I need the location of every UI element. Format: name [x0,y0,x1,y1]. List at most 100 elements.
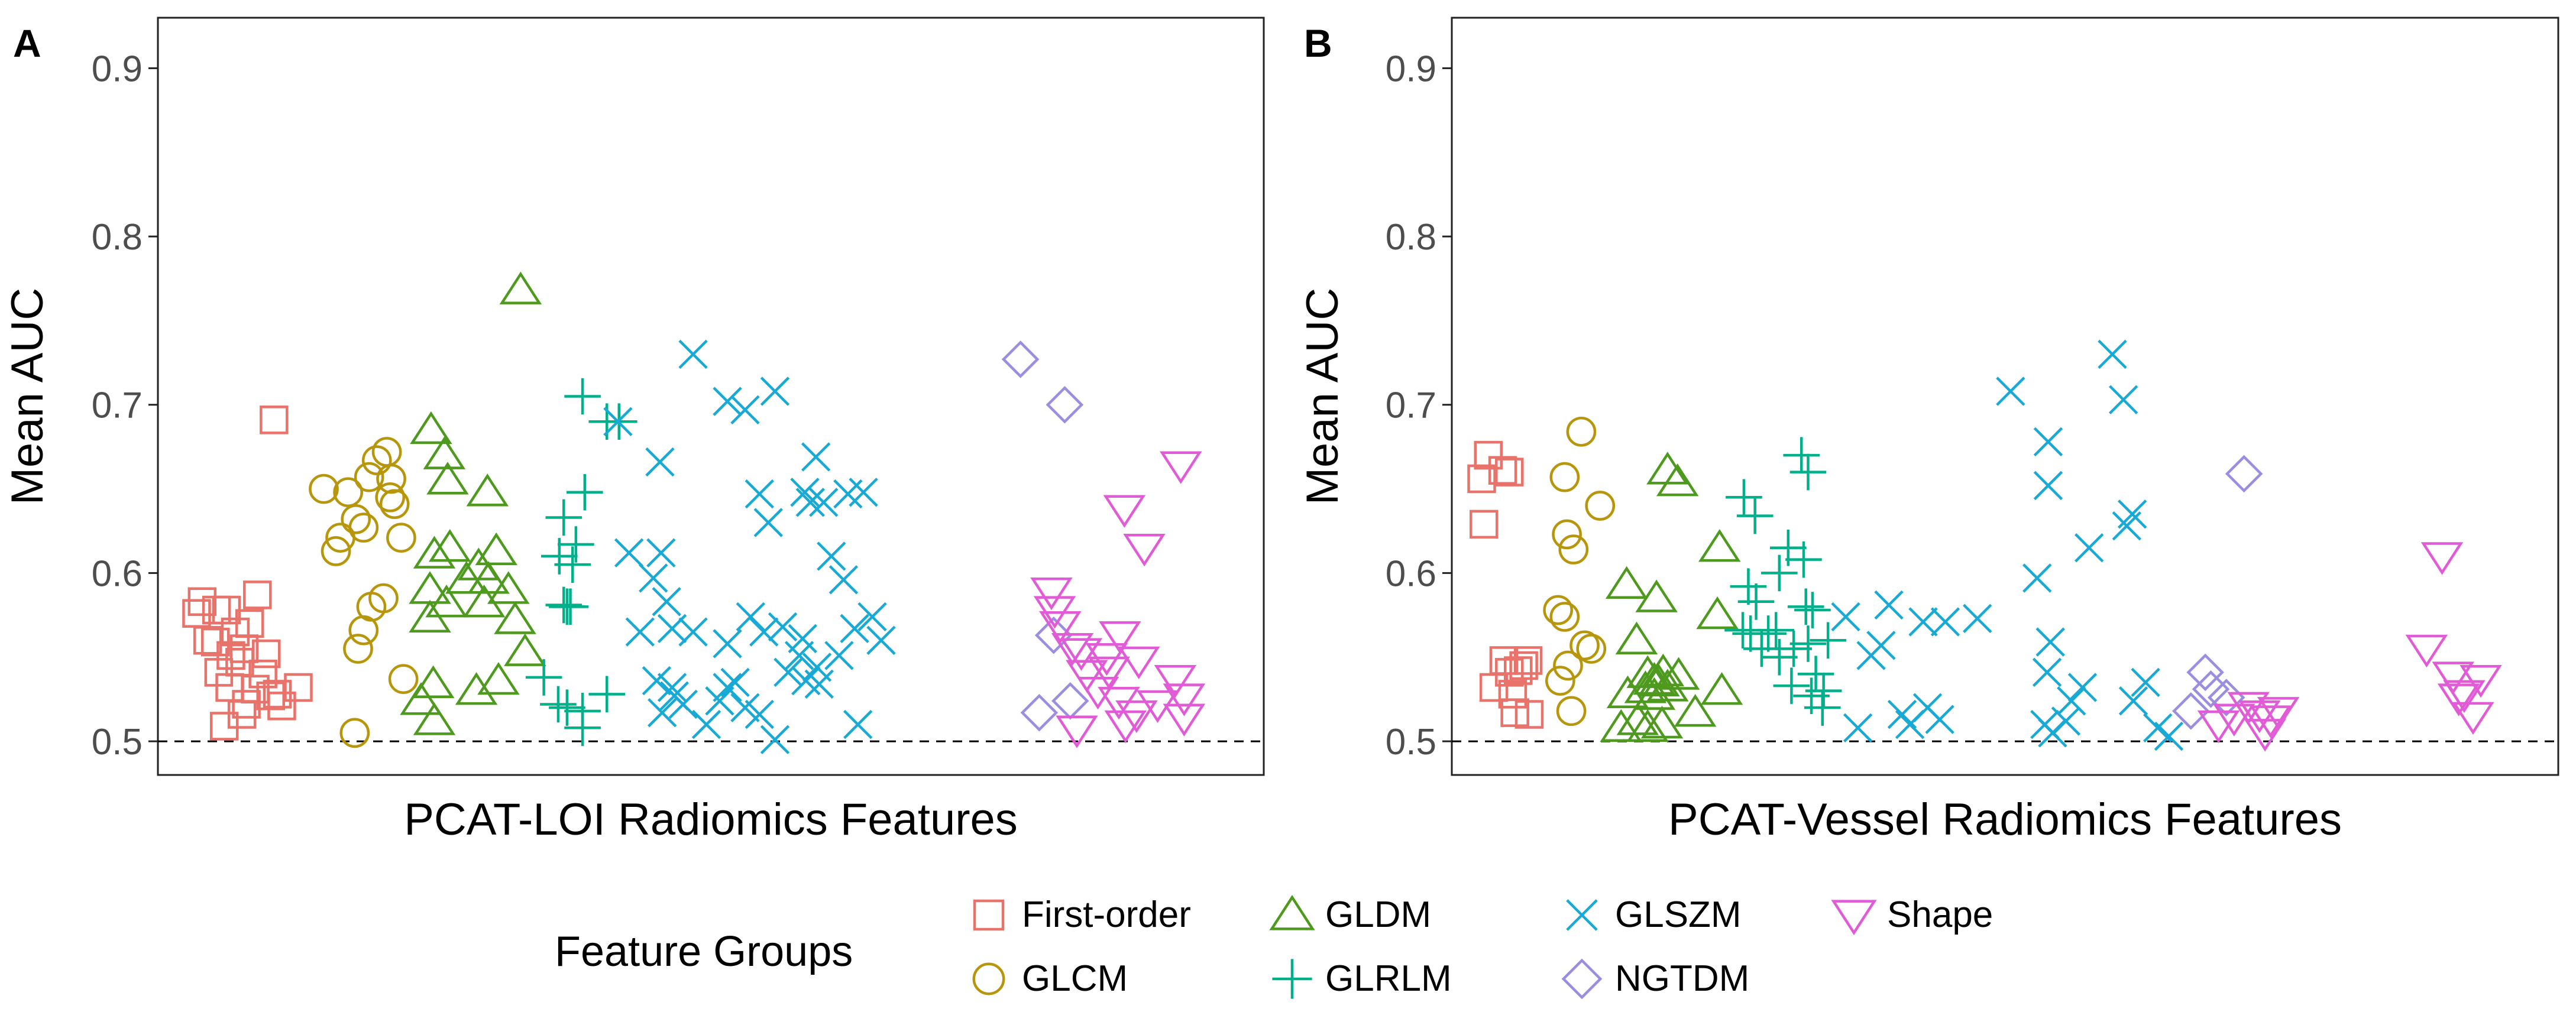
point-glcm [1549,602,1580,632]
legend-item-shape: Shape [1831,894,1993,936]
point-glszm [745,699,774,729]
point-shape [1159,451,1202,484]
point-glszm [2033,427,2063,457]
legend-label-glrlm: GLRLM [1325,958,1452,999]
point-gldm [412,665,455,698]
point-gldm [1616,702,1659,735]
point-glszm [652,587,681,617]
point-gldm [494,601,536,634]
point-glrlm [1726,479,1762,516]
point-glszm [2098,339,2127,369]
y-tick-label-b: 0.9 [1386,48,1436,89]
point-first [193,626,222,655]
point-glszm [788,624,817,654]
point-gldm [1605,566,1648,599]
point-ngtdm [2172,692,2210,730]
point-gldm [428,529,471,562]
legend-label-glszm: GLSZM [1615,894,1742,935]
point-glszm [760,725,790,754]
point-glszm [642,666,672,696]
legend-key-glrlm [1272,959,1312,999]
point-glszm [824,641,854,670]
point-gldm [477,661,520,695]
y-tick-label-b: 0.5 [1386,722,1436,763]
point-glszm [603,407,633,436]
point-glszm [1856,641,1886,670]
point-gldm [1674,694,1717,727]
series-gldm-b [1600,452,1743,742]
point-glrlm [1724,612,1761,648]
point-glszm [648,698,677,728]
point-glrlm [1787,588,1824,625]
point-first [252,639,281,669]
point-glrlm [545,586,582,624]
point-gldm [1626,709,1669,742]
point-glrlm [567,473,603,511]
series-shape-b [2197,542,2502,752]
point-shape [1115,700,1158,734]
point-glszm [857,602,887,632]
point-glrlm [545,499,582,536]
point-shape [1099,621,1141,654]
series-glrlm-b [1724,437,1846,726]
point-glrlm [554,546,591,583]
point-shape [2443,680,2486,713]
point-ngtdm [1001,340,1040,378]
point-first [187,587,217,617]
point-glrlm [549,588,585,625]
point-glcm [1556,696,1587,726]
point-glcm [354,462,384,492]
point-glszm [2154,721,2184,751]
point-glszm [730,395,760,424]
point-glszm [1908,607,1938,637]
point-first [1509,651,1538,680]
point-glcm [368,583,399,614]
point-shape [1103,495,1146,528]
point-shape [2420,542,2464,575]
point-glszm [720,667,750,698]
point-glszm [2032,657,2062,687]
point-gldm [466,473,509,507]
point-glcm [1552,519,1582,550]
legend-item-gldm: GLDM [1269,894,1431,935]
panel-label-a: A [13,21,41,65]
point-shape [2238,700,2281,734]
point-glcm [376,463,406,494]
point-shape [1123,534,1166,567]
point-glcm [309,473,339,504]
point-first [1488,456,1517,485]
y-axis-label-b: Mean AUC [1297,288,1348,505]
point-glszm [625,617,655,647]
point-shape [1076,676,1119,710]
point-shape [2437,683,2480,716]
point-ngtdm [2225,455,2263,493]
point-glrlm [1758,612,1795,648]
point-glszm [745,479,774,509]
point-glszm [2057,686,2086,716]
point-glszm [1930,607,1960,637]
point-glcm [361,445,392,476]
point-first [1513,646,1543,675]
point-glcm [348,513,379,543]
point-glszm [1843,713,1873,742]
point-glszm [659,681,689,711]
series-ngtdm-b [2172,455,2263,730]
y-tick-label-a: 0.9 [92,48,143,89]
panel-b: B 0.5 0.6 0.7 0.8 0.9 PCAT-Vessel Radiomics F… [1297,17,2559,845]
legend: Feature Groups First-order GLCM GLDM GLRLM G… [555,894,1993,1000]
point-glszm [713,387,742,416]
point-gldm [475,532,517,566]
x-axis-label-b: PCAT-Vessel Radiomics Features [1668,794,2342,845]
legend-label-first: First-order [1022,894,1191,935]
point-shape [1060,638,1103,671]
point-glrlm [1789,625,1827,662]
point-shape [2244,719,2286,752]
point-gldm [1606,675,1649,709]
point-glszm [713,673,742,702]
point-glcm [348,615,379,646]
point-glszm [657,673,687,702]
point-glszm [795,488,825,517]
point-glszm [840,614,869,644]
point-first [1474,440,1503,470]
